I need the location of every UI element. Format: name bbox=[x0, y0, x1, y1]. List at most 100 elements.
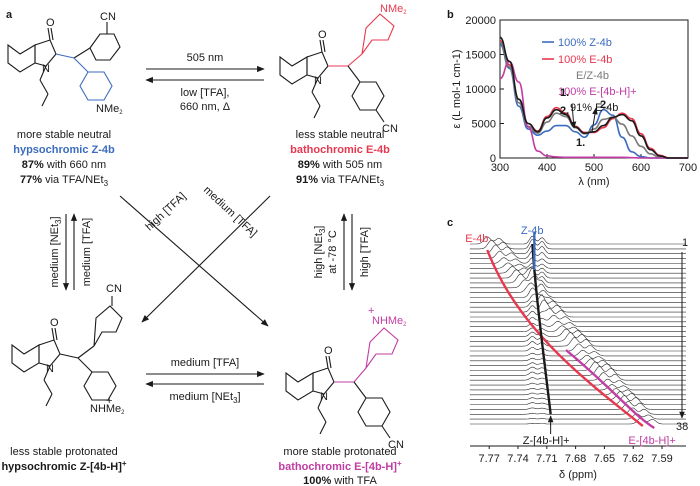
atom-n-eh: N bbox=[320, 391, 328, 403]
uv-x-tick-label: 500 bbox=[585, 162, 603, 174]
scheme-atom-labels: O N CN NMe2 O N NMe2 CN O N CN NHMe2 + O… bbox=[42, 3, 407, 451]
nmr-trace bbox=[469, 287, 686, 298]
atom-cn-eh: CN bbox=[388, 439, 404, 451]
caption-zh: less stable protonated hypsochromic Z-[4… bbox=[1, 446, 126, 473]
uv-arrow-up bbox=[591, 107, 598, 133]
nmr-trace bbox=[469, 266, 686, 279]
label-diag-high-tfa: high [TFA] bbox=[144, 190, 189, 233]
z4b-name: hypsochromic Z-4b bbox=[13, 144, 115, 156]
uv-x-tick-label: 700 bbox=[679, 162, 697, 174]
uv-series-line-4 bbox=[499, 36, 688, 159]
label-minus78: at -78 °C bbox=[327, 230, 339, 274]
uv-series-line-2 bbox=[499, 41, 688, 159]
label-diag-medium-tfa: medium [TFA] bbox=[201, 184, 259, 239]
z4b-line1: more stable neutral bbox=[17, 129, 111, 141]
label-660nm: 660 nm, Δ bbox=[180, 101, 231, 113]
atom-plus-eh: + bbox=[368, 305, 374, 317]
uv-y-tick-label: 5000 bbox=[472, 119, 496, 131]
uv-y-tick-label: 0 bbox=[490, 153, 496, 165]
nmr-trace bbox=[469, 244, 686, 254]
uv-x-tick-label: 300 bbox=[491, 162, 509, 174]
z4b-yield1: 87% with 660 nm bbox=[22, 159, 106, 171]
uv-arrow-down bbox=[570, 103, 577, 129]
nmr-label-eh: E-[4b-H]+ bbox=[628, 435, 675, 447]
nmr-trace bbox=[469, 391, 686, 400]
nmr-x-tick-label: 7.77 bbox=[478, 453, 499, 465]
e4b-line1: less stable neutral bbox=[296, 129, 385, 141]
atom-n-z: N bbox=[42, 63, 50, 75]
nmr-trace bbox=[469, 266, 686, 274]
atom-nhme2-zh: NHMe2 bbox=[90, 403, 125, 416]
nmr-trace bbox=[469, 294, 686, 308]
nmr-trace bbox=[469, 337, 686, 347]
nmr-x-tick-label: 7.68 bbox=[565, 453, 586, 465]
nmr-trace bbox=[469, 308, 686, 318]
nmr-trace bbox=[469, 407, 686, 415]
nmr-trace bbox=[469, 400, 686, 410]
uv-annotation: 2. bbox=[560, 105, 569, 117]
atom-o-e: O bbox=[318, 29, 327, 41]
atom-o-eh: O bbox=[324, 345, 333, 357]
atom-plus-zh: + bbox=[106, 395, 112, 407]
e4b-name: bathochromic E-4b bbox=[290, 144, 390, 156]
nmr-trace bbox=[469, 388, 686, 396]
nmr-trace-first: 1 bbox=[682, 237, 688, 249]
arrow-e-to-zh bbox=[141, 195, 271, 323]
caption-eh: more stable protonated bathochromic E-[4… bbox=[278, 446, 402, 486]
nmr-trace bbox=[469, 320, 686, 327]
nmr-trace bbox=[469, 293, 686, 303]
nmr-trace bbox=[470, 235, 686, 245]
uv-y-label: ε (L mol-1 cm-1) bbox=[451, 49, 463, 128]
uv-legend-entry: E/Z-4b bbox=[576, 70, 609, 82]
eh-name: bathochromic E-[4b-H]+ bbox=[278, 459, 402, 473]
nmr-stack-chart: 7.77 7.74 7.71 7.68 7.65 7.62 7.59 δ (ppm) E-4b Z… bbox=[465, 225, 688, 481]
nmr-trace bbox=[469, 299, 686, 313]
atom-cn-z: CN bbox=[100, 11, 116, 23]
atom-nme2-z: NMe2 bbox=[96, 103, 123, 116]
nmr-eh-guide bbox=[565, 349, 655, 430]
uv-legend-entry: 100% E-[4b-H]+ bbox=[558, 86, 637, 98]
atom-nhme2-eh: NHMe2 bbox=[372, 315, 407, 328]
atom-cn-zh: CN bbox=[106, 283, 122, 295]
z4b-yield2: 77% via TFA/NEt3 bbox=[20, 174, 109, 188]
zh-name: hypsochromic Z-[4b-H]+ bbox=[1, 459, 126, 473]
nmr-trace bbox=[469, 395, 686, 405]
nmr-e-guide bbox=[486, 249, 644, 427]
nmr-trace bbox=[469, 358, 686, 366]
nmr-trace bbox=[469, 366, 686, 376]
nmr-trace bbox=[469, 361, 686, 371]
nmr-trace-last: 38 bbox=[676, 421, 688, 433]
nmr-trace bbox=[469, 332, 686, 342]
label-medium-net3-left: medium [NEt3] bbox=[49, 216, 63, 287]
nmr-x-tick-label: 7.65 bbox=[594, 453, 615, 465]
nmr-x-tick-label: 7.74 bbox=[507, 453, 528, 465]
panel-label-c: c bbox=[447, 217, 453, 229]
atom-cn-e: CN bbox=[382, 123, 398, 135]
nmr-x-label: δ (ppm) bbox=[559, 469, 597, 481]
scheme-panel bbox=[7, 13, 399, 439]
label-medium-tfa-bottom: medium [TFA] bbox=[171, 357, 239, 369]
nmr-trace bbox=[469, 314, 686, 323]
nmr-trace bbox=[469, 349, 686, 357]
uv-x-label: λ (nm) bbox=[578, 176, 609, 188]
nmr-trace bbox=[469, 267, 686, 284]
arrow-z-to-eh bbox=[119, 195, 269, 327]
panel-label-a: a bbox=[6, 9, 13, 21]
eh-yield1: 100% with TFA bbox=[303, 475, 377, 486]
nmr-trace bbox=[469, 282, 686, 293]
nmr-x-tick-label: 7.71 bbox=[536, 453, 557, 465]
uv-y-tick-label: 10000 bbox=[465, 84, 496, 96]
nmr-x-tick-label: 7.62 bbox=[622, 453, 643, 465]
eh-line1: more stable protonated bbox=[283, 446, 396, 458]
nmr-x-tick-label: 7.59 bbox=[651, 453, 672, 465]
atom-o-z: O bbox=[46, 17, 55, 29]
zh-line1: less stable protonated bbox=[10, 446, 118, 458]
uv-annotation: 1. bbox=[576, 137, 585, 149]
uv-legend-entry: 100% Z-4b bbox=[558, 37, 612, 49]
nmr-trace bbox=[469, 413, 686, 420]
nmr-trace bbox=[469, 378, 686, 386]
label-medium-net3-bottom: medium [NEt3] bbox=[169, 391, 240, 405]
atom-n-e: N bbox=[314, 75, 322, 87]
atom-o-zh: O bbox=[50, 317, 59, 329]
